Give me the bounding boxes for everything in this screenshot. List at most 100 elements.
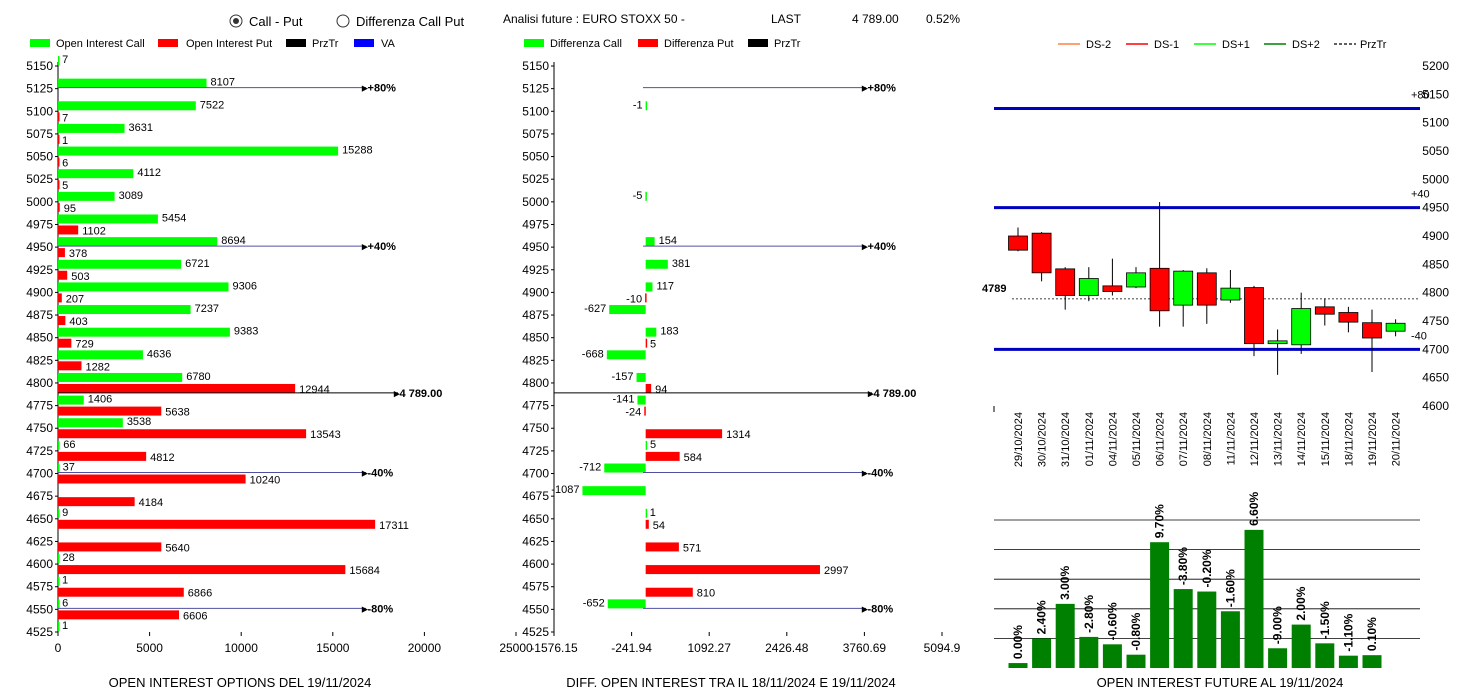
mid-call-value-label: -1 [633, 99, 643, 111]
left-call-value-label: 6780 [186, 371, 210, 383]
radio-differenza-circle[interactable] [336, 14, 350, 28]
mid-call-bar [645, 327, 657, 337]
radio-call-put[interactable]: Call - Put [229, 14, 303, 29]
bottom-right-chart-title: OPEN INTEREST FUTURE AL 19/11/2024 [1097, 675, 1344, 690]
left-call-bar [58, 101, 196, 111]
mid-call-value-label: -1087 [551, 484, 579, 496]
future-bar [1291, 624, 1311, 668]
mid-y-tick-label: 4525 [522, 625, 549, 639]
left-put-bar [58, 565, 346, 575]
mid-level-label: ▸-80% [861, 603, 893, 615]
mid-y-tick-label: 4775 [522, 399, 549, 413]
future-bar [1173, 589, 1193, 668]
left-put-bar [58, 497, 135, 507]
mid-put-bar [645, 542, 679, 552]
left-put-value-label: 403 [69, 316, 87, 328]
future-bar-label: -3.80% [1176, 547, 1190, 585]
mid-put-value-label: 5 [650, 339, 656, 351]
radio-call-put-label: Call - Put [249, 14, 303, 29]
legend-prztr-label: PrzTr [312, 38, 339, 50]
future-bar-label: -0.60% [1105, 602, 1119, 640]
mid-put-bar [645, 429, 723, 439]
future-oi-chart: 0.00% 2.40% 3.00% -2.80% -0.60% -0.80% 9.70% -3… [994, 492, 1420, 668]
mid-y-tick-label: 4700 [522, 467, 549, 481]
left-call-bar [58, 599, 60, 609]
left-y-tick-label: 5000 [26, 195, 53, 209]
left-y-tick-label: 4900 [26, 285, 53, 299]
left-put-value-label: 12944 [299, 384, 330, 396]
radio-call-put-dot [233, 18, 239, 24]
future-bar [1102, 644, 1122, 668]
left-call-value-label: 7522 [200, 99, 224, 111]
mid-x-tick-label: 1092.27 [688, 641, 732, 655]
left-call-bar [58, 418, 123, 428]
legend-va-label: VA [381, 38, 396, 50]
future-bar [1315, 643, 1335, 668]
mid-call-value-label: 5 [650, 439, 656, 451]
mid-call-bar [645, 237, 655, 247]
legend-left: Open Interest Call Open Interest Put Prz… [30, 38, 396, 50]
mid-x-tick-label: -241.94 [611, 641, 652, 655]
left-call-bar [58, 554, 60, 564]
mid-call-value-label: -712 [579, 462, 601, 474]
left-call-value-label: 28 [63, 552, 75, 564]
left-put-value-label: 17311 [379, 520, 409, 532]
left-call-bar [58, 395, 84, 405]
mid-put-value-label: 810 [697, 588, 715, 600]
left-call-value-label: 9383 [234, 326, 258, 338]
mid-prztr-label: ▸4 789.00 [867, 388, 916, 400]
left-put-value-label: 503 [71, 271, 89, 283]
candle-prztr-label: 4789 [982, 283, 1006, 295]
candle-date-label: 01/11/2024 [1084, 412, 1096, 466]
legend-ds-2-label: DS-2 [1086, 39, 1111, 51]
left-call-bar [58, 622, 60, 631]
left-call-value-label: 5454 [162, 212, 186, 224]
mid-call-value-label: -5 [633, 190, 643, 202]
future-bar [1220, 611, 1240, 668]
mid-y-tick-label: 4625 [522, 534, 549, 548]
left-y-tick-label: 4675 [26, 489, 53, 503]
radio-differenza[interactable]: Differenza Call Put [336, 14, 465, 29]
left-put-value-label: 7 [62, 112, 68, 124]
mid-y-tick-label: 4675 [522, 489, 549, 503]
left-call-bar [58, 259, 182, 269]
left-x-tick-label: 25000 [499, 641, 533, 655]
mid-y-tick-label: 4575 [522, 580, 549, 594]
candle-date-label: 06/11/2024 [1155, 412, 1167, 466]
mid-put-value-label: 1314 [726, 429, 750, 441]
left-level-label: ▸-40% [361, 468, 393, 480]
candle-date-label: 19/11/2024 [1367, 412, 1379, 466]
legend-call-swatch [30, 39, 50, 47]
middle-chart-title: DIFF. OPEN INTEREST TRA IL 18/11/2024 E … [566, 675, 896, 690]
left-call-bar [58, 372, 183, 382]
left-call-bar [58, 576, 60, 586]
future-bar [1079, 636, 1099, 668]
left-y-tick-label: 4600 [26, 557, 53, 571]
left-y-tick-label: 5075 [26, 127, 53, 141]
mid-call-bar [609, 305, 646, 315]
mid-put-bar [645, 293, 647, 303]
candle-body [1078, 278, 1099, 296]
left-put-value-label: 6866 [188, 588, 212, 600]
mid-call-bar [645, 259, 668, 269]
mid-x-tick-label: 3760.69 [843, 641, 887, 655]
mid-y-tick-label: 5125 [522, 82, 549, 96]
future-bar [1126, 654, 1146, 668]
candle-band-label: +40 [1411, 189, 1430, 201]
left-x-tick-label: 15000 [316, 641, 350, 655]
candlestick-chart: 4600 4650 4700 4750 4800 4850 4900 4950 5000 5050… [982, 59, 1449, 467]
legend-diff-prztr-label: PrzTr [774, 38, 801, 50]
left-call-bar [58, 237, 218, 247]
mid-y-tick-label: 4875 [522, 308, 549, 322]
left-call-bar [58, 327, 230, 337]
left-put-value-label: 6606 [183, 610, 207, 622]
left-y-tick-label: 4550 [26, 602, 53, 616]
left-put-bar [58, 202, 60, 212]
left-call-bar [58, 214, 158, 224]
left-put-value-label: 1282 [85, 361, 109, 373]
mid-put-value-label: 54 [653, 520, 665, 532]
left-put-bar [58, 134, 60, 144]
left-y-tick-label: 4850 [26, 331, 53, 345]
mid-y-tick-label: 4550 [522, 602, 549, 616]
